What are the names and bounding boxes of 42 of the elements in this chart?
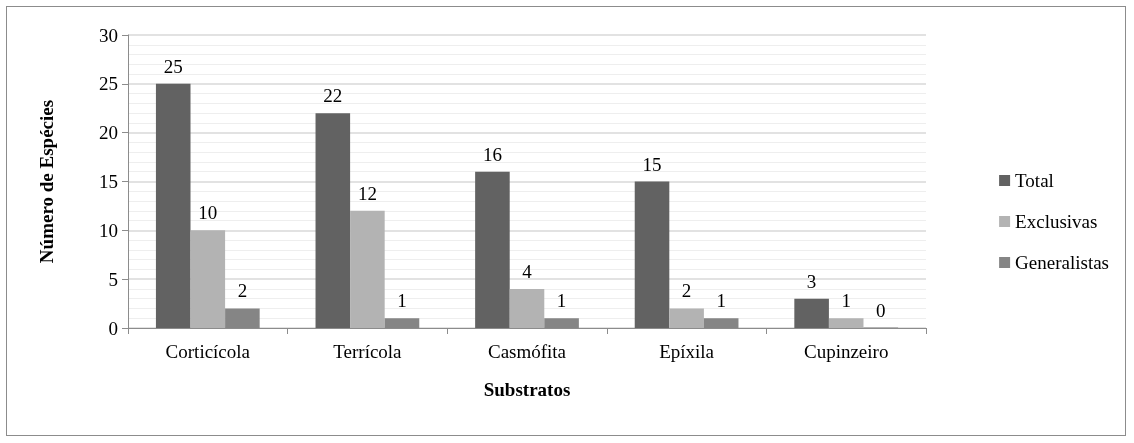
data-label: 2 bbox=[237, 280, 248, 302]
bar bbox=[350, 210, 385, 328]
data-label: 0 bbox=[876, 299, 886, 321]
legend-label: Generalistas bbox=[1015, 252, 1109, 273]
data-label: 4 bbox=[522, 260, 533, 282]
x-tick-label: Epíxila bbox=[659, 341, 715, 362]
bar bbox=[794, 298, 829, 328]
data-label: 1 bbox=[556, 290, 567, 312]
bar bbox=[828, 318, 864, 328]
data-label: 1 bbox=[716, 290, 726, 312]
data-label: 25 bbox=[163, 55, 183, 77]
data-label: 15 bbox=[642, 153, 662, 175]
y-tick-label: 30 bbox=[99, 24, 118, 46]
bar bbox=[155, 83, 191, 328]
bar bbox=[669, 308, 704, 328]
y-tick-label: 20 bbox=[99, 122, 118, 144]
bar bbox=[634, 181, 670, 328]
legend-label: Exclusivas bbox=[1015, 211, 1098, 232]
bar bbox=[190, 230, 226, 328]
x-tick-label: Corticícola bbox=[165, 341, 251, 362]
x-tick-label: Terrícola bbox=[333, 341, 403, 362]
bar bbox=[315, 113, 351, 328]
data-label: 10 bbox=[198, 202, 218, 224]
legend-label: Total bbox=[1015, 170, 1054, 191]
y-tick-label: 5 bbox=[108, 268, 118, 290]
data-label: 1 bbox=[397, 290, 407, 312]
x-axis-title: Substratos bbox=[483, 379, 571, 400]
bar bbox=[509, 288, 545, 328]
data-label: 1 bbox=[841, 290, 851, 312]
y-tick-label: 15 bbox=[99, 171, 118, 192]
data-label: 22 bbox=[323, 85, 343, 107]
x-tick-label: Cupinzeiro bbox=[803, 341, 889, 362]
y-tick-label: 0 bbox=[108, 317, 118, 339]
x-tick-label: Casmófita bbox=[487, 341, 567, 362]
data-label: 12 bbox=[357, 182, 377, 204]
bar bbox=[475, 171, 510, 328]
y-tick-label: 10 bbox=[99, 219, 118, 241]
data-label: 3 bbox=[806, 270, 817, 292]
data-label: 2 bbox=[681, 280, 692, 302]
y-tick-label: 25 bbox=[99, 73, 118, 95]
data-label: 16 bbox=[482, 143, 502, 165]
y-axis-title: Número de Espécies bbox=[36, 99, 57, 264]
